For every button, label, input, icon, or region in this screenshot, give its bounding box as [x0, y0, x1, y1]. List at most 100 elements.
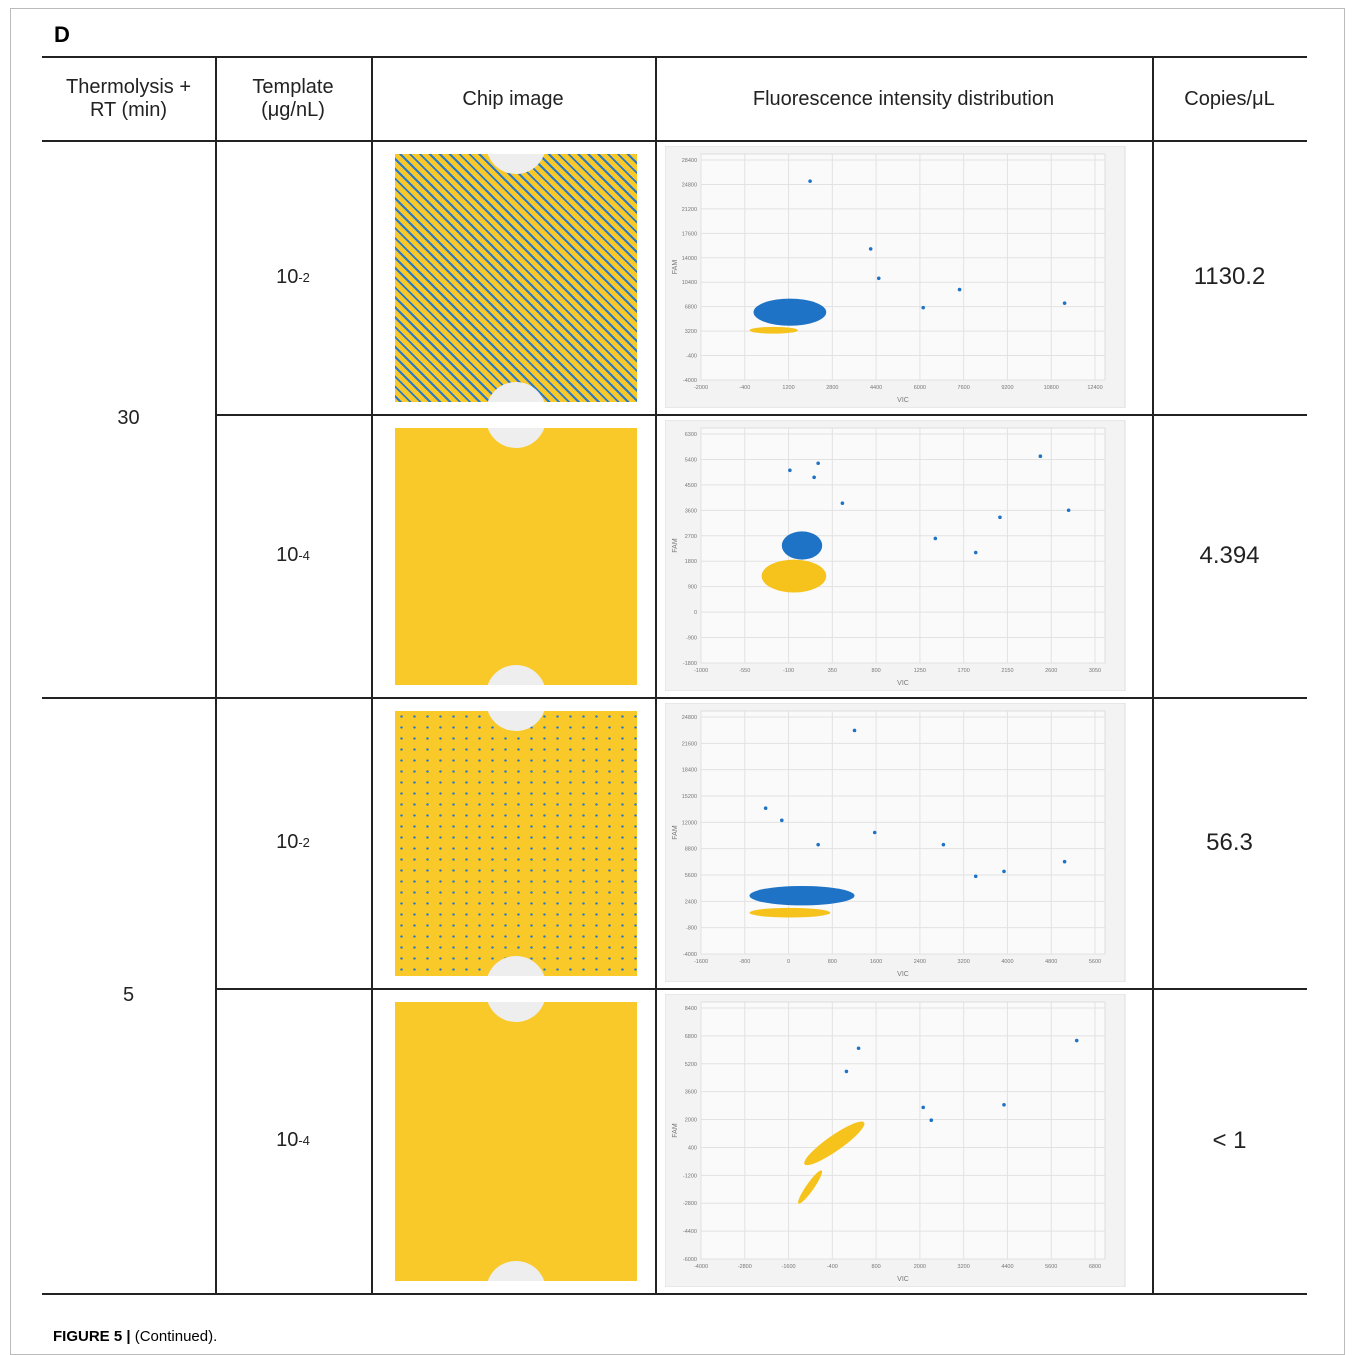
figure-page: D FIGURE 5 | (Continued). Thermolysis + … — [0, 0, 1355, 1355]
column-header: Fluorescence intensity distribution — [655, 58, 1152, 140]
copies-cell: 1130.2 — [1152, 140, 1307, 414]
outlier-dot — [857, 1046, 861, 1050]
y-tick-label: -4000 — [683, 378, 697, 384]
y-tick-label: 6800 — [685, 1034, 697, 1040]
outlier-dot — [974, 874, 978, 878]
chip-notch — [486, 154, 546, 174]
x-tick-label: 0 — [787, 959, 790, 965]
panel-label: D — [54, 22, 70, 48]
outlier-dot — [974, 551, 978, 555]
y-tick-label: 5400 — [685, 457, 697, 463]
point-cloud — [749, 327, 797, 334]
x-tick-label: 800 — [828, 959, 837, 965]
plot-area — [701, 711, 1105, 954]
y-axis-label: FAM — [672, 538, 679, 553]
outlier-dot — [921, 1106, 925, 1110]
y-tick-label: 17600 — [682, 231, 697, 237]
outlier-dot — [1063, 301, 1067, 305]
column-header: Thermolysis + RT (min) — [42, 58, 215, 140]
point-cloud — [749, 886, 854, 905]
outlier-dot — [942, 843, 946, 847]
point-cloud — [754, 299, 827, 326]
x-tick-label: 1250 — [914, 668, 926, 674]
x-tick-label: 6000 — [914, 385, 926, 391]
chip-notch — [486, 428, 546, 448]
y-tick-label: 4500 — [685, 483, 697, 489]
x-tick-label: -1000 — [694, 668, 708, 674]
template-base: 10 — [276, 1129, 298, 1152]
copies-cell: < 1 — [1152, 988, 1307, 1293]
x-tick-label: 5600 — [1045, 1264, 1057, 1270]
time-cell: 5 — [42, 697, 215, 1293]
copies-cell: 56.3 — [1152, 697, 1307, 988]
outlier-dot — [1039, 454, 1043, 458]
outlier-dot — [812, 476, 816, 480]
chip-notch — [486, 382, 546, 402]
y-tick-label: 8400 — [685, 1006, 697, 1012]
y-axis-label: FAM — [672, 1123, 679, 1138]
y-tick-label: 24800 — [682, 182, 697, 188]
y-tick-label: 5200 — [685, 1062, 697, 1068]
chip-notch — [486, 1002, 546, 1022]
x-axis-label: VIC — [897, 397, 909, 404]
y-tick-label: 18400 — [682, 768, 697, 774]
table-rule — [42, 1293, 1307, 1295]
chip-notch — [486, 956, 546, 976]
template-exponent: -2 — [298, 835, 310, 850]
template-cell: 10-2 — [215, 697, 371, 988]
outlier-dot — [841, 501, 845, 505]
table-rule — [655, 57, 657, 1294]
outlier-dot — [869, 247, 873, 251]
outlier-dot — [877, 277, 881, 281]
x-tick-label: 4000 — [1001, 959, 1013, 965]
y-tick-label: 2400 — [685, 899, 697, 905]
template-exponent: -2 — [298, 270, 310, 285]
x-tick-label: 7600 — [958, 385, 970, 391]
table-rule — [371, 57, 373, 1294]
column-header: Template (μg/nL) — [215, 58, 371, 140]
y-tick-label: 6800 — [685, 305, 697, 311]
x-tick-label: 800 — [872, 668, 881, 674]
y-tick-label: -900 — [686, 636, 697, 642]
y-tick-label: 12000 — [682, 820, 697, 826]
y-tick-label: -4400 — [683, 1229, 697, 1235]
table-rule — [215, 988, 1307, 990]
x-tick-label: 9200 — [1001, 385, 1013, 391]
y-tick-label: 0 — [694, 610, 697, 616]
x-tick-label: 2400 — [914, 959, 926, 965]
template-exponent: -4 — [298, 1133, 310, 1148]
y-tick-label: -2800 — [683, 1201, 697, 1207]
x-tick-label: 800 — [872, 1264, 881, 1270]
x-tick-label: 350 — [828, 668, 837, 674]
outlier-dot — [816, 843, 820, 847]
y-tick-label: 10400 — [682, 280, 697, 286]
outlier-dot — [780, 819, 784, 823]
y-tick-label: 900 — [688, 585, 697, 591]
y-tick-label: 5600 — [685, 873, 697, 879]
x-tick-label: -2000 — [694, 385, 708, 391]
template-cell: 10-4 — [215, 988, 371, 1293]
table-rule — [215, 414, 1307, 416]
y-tick-label: -4000 — [683, 952, 697, 958]
y-tick-label: 3200 — [685, 329, 697, 335]
x-tick-label: 1600 — [870, 959, 882, 965]
outlier-dot — [1075, 1039, 1079, 1043]
y-tick-label: 2700 — [685, 534, 697, 540]
caption-text: (Continued). — [135, 1328, 218, 1345]
x-tick-label: 2800 — [826, 385, 838, 391]
x-tick-label: 5600 — [1089, 959, 1101, 965]
outlier-dot — [1067, 508, 1071, 512]
time-cell: 30 — [42, 140, 215, 697]
chip-notch — [486, 711, 546, 731]
chip-notch — [486, 665, 546, 685]
y-tick-label: 15200 — [682, 794, 697, 800]
x-tick-label: -800 — [739, 959, 750, 965]
x-tick-label: -1600 — [694, 959, 708, 965]
y-tick-label: -400 — [686, 354, 697, 360]
scatter-plot: -6000-4400-2800-120040020003600520068008… — [665, 994, 1135, 1287]
outlier-dot — [853, 729, 857, 733]
caption: FIGURE 5 | (Continued). — [53, 1328, 217, 1345]
outlier-dot — [845, 1070, 849, 1074]
plot-area — [701, 154, 1105, 380]
y-tick-label: 3600 — [685, 508, 697, 514]
